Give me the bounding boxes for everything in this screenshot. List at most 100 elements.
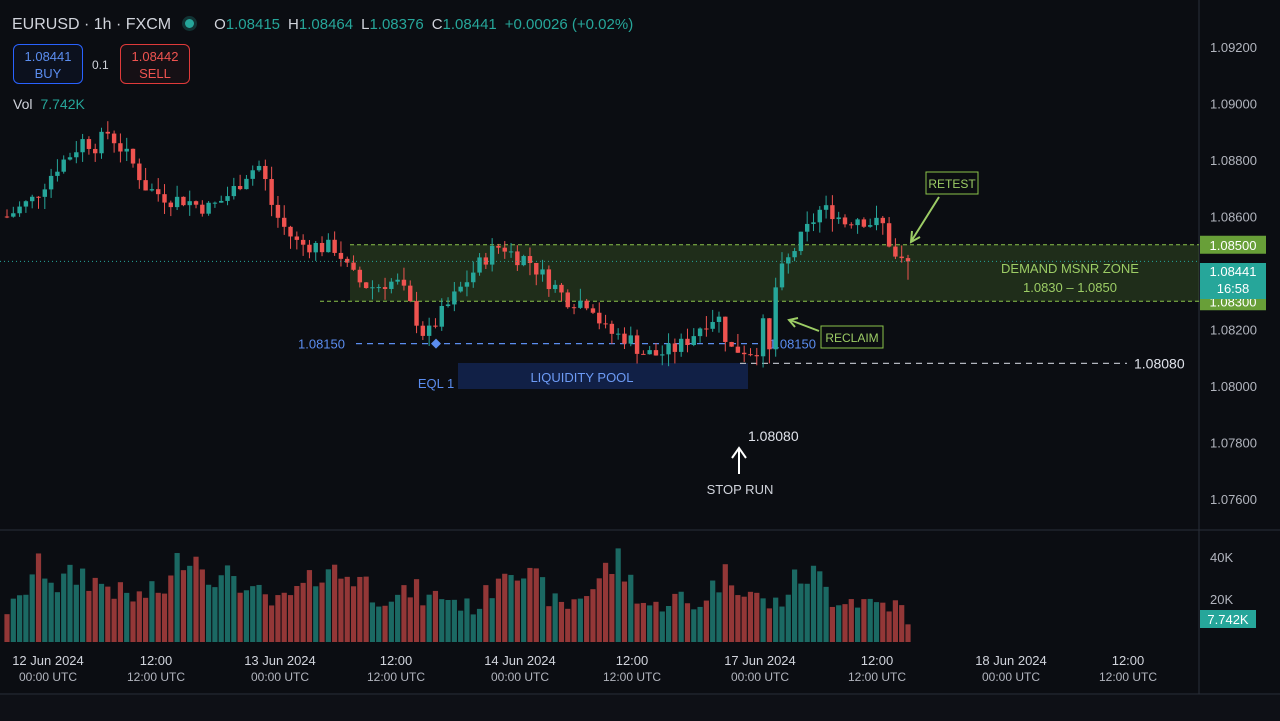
- volume-bar: [647, 605, 653, 642]
- volume-bar: [319, 582, 325, 642]
- volume-bar: [111, 598, 117, 642]
- volume-bar: [873, 602, 880, 642]
- candle-body: [42, 189, 48, 197]
- candle-body: [408, 285, 413, 302]
- volume-bar: [130, 601, 136, 642]
- volume-bar: [848, 599, 854, 642]
- volume-bar: [521, 578, 527, 642]
- candle-body: [282, 217, 287, 227]
- candle-body: [716, 316, 722, 322]
- volume-bar: [407, 597, 413, 642]
- volume-bar: [117, 582, 124, 642]
- volume-bar: [350, 586, 357, 642]
- candle-body: [540, 269, 545, 275]
- candle-body: [905, 258, 911, 262]
- candle-body: [565, 292, 570, 308]
- candle-body: [237, 185, 243, 190]
- volume-bar: [388, 601, 394, 642]
- high-value: 1.08464: [298, 16, 354, 33]
- volume-bar: [199, 569, 205, 642]
- volume-bar: [527, 567, 533, 642]
- candle-body: [483, 257, 489, 265]
- candle-body: [36, 196, 41, 198]
- volume-bar: [23, 594, 29, 642]
- candle-body: [99, 131, 104, 154]
- candle-body: [754, 355, 759, 357]
- order-quantity[interactable]: 0.1: [92, 58, 109, 72]
- volume-bar: [401, 585, 407, 642]
- buy-button[interactable]: 1.08441 BUY: [13, 44, 83, 84]
- candle-body: [307, 244, 312, 253]
- candle-body: [414, 301, 419, 326]
- candle-body: [817, 209, 822, 223]
- candle-body: [899, 256, 904, 259]
- volume-bar: [17, 595, 23, 642]
- volume-bar: [558, 601, 565, 642]
- time-tick-label: 17 Jun 2024: [724, 653, 796, 668]
- candle-body: [477, 257, 482, 273]
- symbol-title[interactable]: EURUSD · 1h · FXCM: [12, 16, 172, 33]
- volume-bar: [306, 570, 313, 642]
- volume-bar: [80, 568, 86, 642]
- candle-body: [426, 325, 432, 336]
- volume-bar: [842, 604, 848, 642]
- volume-bar: [262, 594, 268, 642]
- candle-body: [723, 316, 728, 342]
- volume-layer: [4, 548, 911, 642]
- candle-body: [332, 239, 337, 253]
- volume-bar: [634, 603, 640, 642]
- candle-body: [338, 252, 344, 259]
- candle-body: [23, 201, 29, 207]
- volume-bar: [237, 592, 243, 642]
- volume-bar: [483, 585, 489, 642]
- candle-body: [370, 287, 375, 289]
- candle-body: [61, 159, 66, 172]
- open-value: 1.08415: [225, 16, 281, 33]
- volume-bar: [67, 564, 73, 642]
- market-open-icon: [185, 19, 195, 28]
- volume-bar: [325, 569, 331, 642]
- candle-body: [244, 178, 249, 190]
- zone-top-tag-label: 1.08500: [1210, 238, 1257, 253]
- candle-body: [836, 217, 841, 220]
- open-label: O: [214, 16, 226, 33]
- candle-body: [433, 325, 438, 327]
- candle-body: [382, 287, 388, 289]
- candle-body: [313, 242, 318, 253]
- candle-body: [855, 219, 860, 226]
- volume-bar: [539, 577, 546, 642]
- candle-body: [181, 196, 186, 206]
- candle-body: [471, 272, 476, 283]
- volume-bar: [722, 564, 728, 642]
- candle-body: [300, 239, 306, 245]
- volume-bar: [451, 599, 457, 642]
- volume-bar: [621, 581, 628, 642]
- volume-bar: [363, 576, 369, 642]
- candle-body: [464, 282, 470, 287]
- sell-button[interactable]: 1.08442 SELL: [120, 44, 190, 84]
- volume-bar: [552, 593, 558, 642]
- volume-bar: [369, 602, 376, 642]
- volume-bar: [48, 582, 54, 642]
- sweep-low-price-right: 1.08080: [1134, 355, 1185, 371]
- volume-bar: [231, 576, 237, 642]
- stop-run-label: STOP RUN: [707, 482, 774, 497]
- volume-value: 7.742K: [40, 96, 85, 112]
- candle-body: [401, 279, 407, 286]
- volume-bar: [691, 609, 697, 642]
- volume-bar: [565, 608, 571, 642]
- candle-body: [729, 341, 734, 347]
- reclaim-label: RECLAIM: [825, 331, 878, 345]
- volume-bar: [10, 598, 16, 642]
- time-tick-sublabel: 12:00 UTC: [367, 670, 425, 684]
- candle-body: [496, 245, 501, 248]
- candle-body: [767, 318, 772, 350]
- time-tick-label: 12:00: [140, 653, 173, 668]
- candle-body: [647, 350, 652, 355]
- candle-body: [622, 333, 627, 344]
- candle-body: [849, 224, 854, 226]
- time-tick-sublabel: 12:00 UTC: [848, 670, 906, 684]
- volume-bar: [678, 591, 684, 642]
- candle-body: [584, 300, 589, 309]
